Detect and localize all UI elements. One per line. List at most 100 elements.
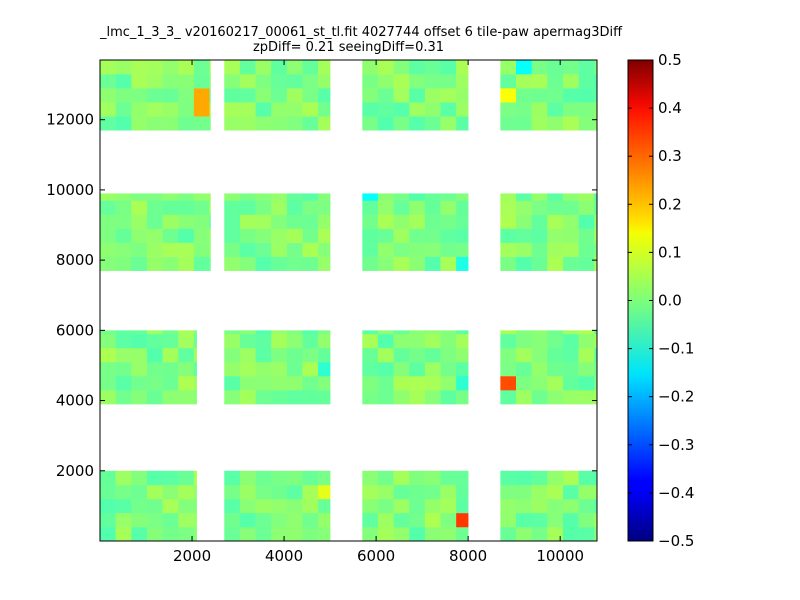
heatmap-cell <box>146 60 163 75</box>
heatmap-cell <box>456 193 469 201</box>
heatmap-cell <box>594 116 598 131</box>
heatmap-cell <box>239 116 256 131</box>
heatmap-cell <box>318 88 331 103</box>
heatmap-cell <box>362 228 379 243</box>
x-tick-label: 10000 <box>536 547 584 565</box>
heatmap-cell <box>516 330 532 335</box>
heatmap-cell <box>578 330 595 335</box>
heatmap-cell <box>531 512 548 528</box>
heatmap-cell <box>562 228 579 243</box>
heatmap-cell <box>131 330 148 335</box>
heatmap-cell <box>178 214 195 229</box>
heatmap-cell <box>255 375 272 391</box>
heatmap-cell <box>578 256 595 271</box>
heatmap-cell <box>131 228 148 243</box>
heatmap-cell <box>500 484 517 500</box>
heatmap-cell <box>531 375 548 391</box>
heatmap-cell <box>318 390 331 405</box>
heatmap-cell <box>318 60 331 75</box>
heatmap-cell <box>594 102 598 117</box>
heatmap-cell <box>500 330 517 335</box>
heatmap-cell <box>409 512 426 528</box>
heatmap-cell <box>100 512 116 528</box>
y-tick-label: 12000 <box>46 111 94 129</box>
heatmap-cell <box>393 60 410 75</box>
heatmap-cell <box>271 74 288 89</box>
heatmap-cell <box>377 526 394 542</box>
heatmap-cell <box>302 242 319 257</box>
heatmap-cell <box>286 242 303 257</box>
heatmap-cell <box>115 214 132 229</box>
heatmap-cell <box>409 200 426 215</box>
heatmap-cell <box>302 102 319 117</box>
heatmap-cell <box>224 60 241 75</box>
heatmap-cell <box>456 214 469 229</box>
heatmap-cell <box>239 88 256 103</box>
heatmap-cell <box>516 116 532 131</box>
heatmap-cell <box>456 333 469 349</box>
heatmap-cell <box>594 242 598 257</box>
heatmap-cell <box>516 200 532 215</box>
colorbar-tick-label: −0.2 <box>658 388 694 406</box>
heatmap-cell <box>500 228 517 243</box>
heatmap-cell <box>362 116 379 131</box>
heatmap-cell <box>146 526 163 542</box>
heatmap-cell <box>440 375 457 391</box>
heatmap-cell <box>578 347 595 363</box>
heatmap-cell <box>286 498 303 514</box>
heatmap-cell <box>239 193 256 201</box>
heatmap-cell <box>562 60 579 75</box>
heatmap-cell <box>271 228 288 243</box>
heatmap-cell <box>115 347 132 363</box>
heatmap-cell <box>393 333 410 349</box>
heatmap-cell <box>531 390 548 405</box>
heatmap-cell <box>500 60 517 75</box>
heatmap-cell <box>377 242 394 257</box>
heatmap-cell <box>318 330 331 335</box>
heatmap-cell <box>302 333 319 349</box>
x-tick-label: 6000 <box>357 547 395 565</box>
heatmap-cell <box>178 74 195 89</box>
heatmap-cell <box>146 333 163 349</box>
heatmap-cell <box>209 256 211 271</box>
heatmap-cell <box>162 330 179 335</box>
heatmap-cell <box>286 102 303 117</box>
heatmap-cell <box>302 375 319 391</box>
heatmap-cell <box>547 484 564 500</box>
heatmap-cell <box>318 200 331 215</box>
heatmap-cell <box>162 74 179 89</box>
heatmap-cell <box>500 526 517 542</box>
heatmap-cell <box>178 116 195 131</box>
heatmap-cell <box>255 200 272 215</box>
heatmap-cell <box>178 526 195 542</box>
heatmap-cell <box>547 498 564 514</box>
colorbar-tick-label: −0.5 <box>658 532 694 550</box>
heatmap-cell <box>146 361 163 377</box>
heatmap-cell <box>424 526 441 542</box>
heatmap-cell <box>286 375 303 391</box>
heatmap-cell <box>393 214 410 229</box>
heatmap-cell <box>531 242 548 257</box>
heatmap-cell <box>178 361 195 377</box>
heatmap-cell <box>100 347 116 363</box>
heatmap-cell <box>500 242 517 257</box>
heatmap-cell <box>302 484 319 500</box>
heatmap-cell <box>531 330 548 335</box>
y-tick-label: 6000 <box>56 321 94 339</box>
heatmap-cell <box>456 361 469 377</box>
heatmap-cell <box>131 116 148 131</box>
heatmap-cell <box>531 526 548 542</box>
heatmap-cell <box>531 88 548 103</box>
heatmap-cell <box>178 242 195 257</box>
heatmap-cell <box>500 333 517 349</box>
heatmap-cell <box>115 375 132 391</box>
heatmap-cell <box>362 526 379 542</box>
heatmap-cell <box>594 228 598 243</box>
heatmap-cell <box>377 256 394 271</box>
heatmap-cell <box>393 330 410 335</box>
heatmap-cell <box>362 242 379 257</box>
heatmap-cell <box>440 242 457 257</box>
heatmap-cell <box>224 375 241 391</box>
heatmap-cell <box>193 330 197 335</box>
heatmap-cell <box>440 193 457 201</box>
